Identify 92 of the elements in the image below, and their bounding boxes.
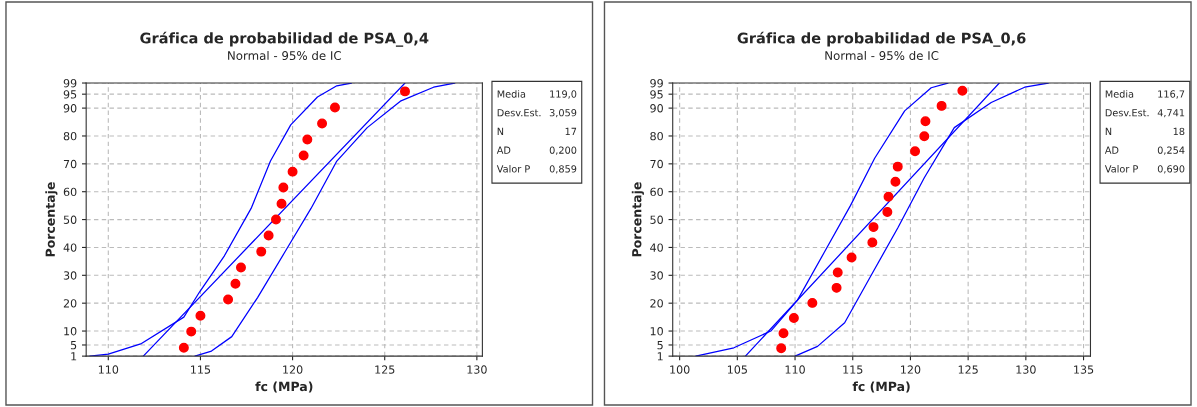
y-axis-title: Porcentaje (631, 182, 644, 257)
x-tick-label: 120 (901, 365, 921, 374)
y-tick-label: 5 (70, 341, 77, 350)
y-tick-label: 99 (650, 79, 663, 88)
y-tick-label: 1 (71, 352, 77, 361)
y-tick-label: 60 (63, 187, 77, 197)
x-tick-label: 110 (98, 365, 119, 374)
text: N 18 (1105, 127, 1185, 136)
point (400, 86, 410, 97)
y-tick-label: 99 (63, 79, 77, 88)
text: Media 119,0 (497, 90, 577, 99)
point (230, 278, 241, 289)
y-tick-label: 95 (650, 90, 663, 99)
x-tick-label: 125 (958, 365, 978, 374)
point (278, 182, 289, 193)
y-tick-label: 5 (657, 341, 663, 350)
point (890, 176, 901, 187)
y-tick-label: 70 (63, 159, 77, 169)
text: AD 0,200 (496, 146, 577, 155)
point (186, 326, 197, 337)
point (236, 262, 246, 273)
point (298, 150, 309, 161)
point (832, 267, 843, 278)
y-tick-label: 80 (650, 131, 663, 141)
x-tick-label: 110 (785, 365, 805, 374)
point (882, 207, 893, 218)
point (920, 116, 931, 127)
point (271, 214, 281, 225)
chart-title: Gráfica de probabilidad de PSA_0,4 (140, 31, 429, 47)
y-tick-label: 50 (63, 215, 77, 224)
y-tick-label: 70 (650, 159, 663, 169)
point (883, 191, 894, 202)
point (910, 146, 921, 157)
x-tick-label: 105 (727, 365, 747, 374)
y-tick-label: 95 (63, 90, 77, 99)
text: Media 116,7 (1105, 90, 1185, 99)
y-tick-label: 1 (657, 352, 663, 361)
x-axis-title: fc (MPa) (852, 381, 910, 393)
point (329, 102, 340, 113)
chart-subtitle: Normal - 95% de IC (228, 50, 341, 61)
x-tick-label: 130 (1016, 365, 1036, 374)
point (936, 100, 947, 111)
x-tick-label: 115 (843, 365, 863, 374)
x-tick-label: 125 (375, 365, 395, 374)
x-tick-label: 115 (191, 365, 211, 374)
y-tick-label: 80 (63, 131, 77, 141)
chart-title: Gráfica de probabilidad de PSA_0,6 (737, 31, 1026, 47)
text: N 17 (497, 127, 577, 135)
chart-subtitle: Normal - 95% de IC (825, 50, 939, 61)
point (302, 134, 313, 145)
point (317, 118, 328, 129)
text: Desv.Est. 3,059 (497, 109, 577, 118)
point (957, 85, 968, 96)
point (276, 198, 287, 209)
y-axis-title: Porcentaje (45, 182, 58, 257)
y-tick-label: 60 (650, 187, 663, 197)
x-tick-label: 135 (1074, 365, 1094, 374)
point (892, 161, 903, 172)
x-tick-label: 100 (670, 365, 690, 374)
text: AD 0,254 (1104, 146, 1185, 155)
point (195, 310, 206, 321)
text: Valor P 0,859 (496, 165, 577, 174)
x-tick-label: 130 (467, 365, 487, 374)
point (223, 294, 234, 305)
y-tick-label: 30 (63, 271, 77, 280)
point (778, 328, 789, 339)
y-tick-label: 90 (650, 104, 663, 113)
y-tick-label: 50 (650, 215, 663, 224)
y-tick-label: 30 (650, 271, 663, 280)
point (776, 343, 787, 354)
y-tick-label: 10 (64, 327, 77, 336)
y-tick-label: 10 (650, 327, 663, 336)
y-tick-label: 40 (650, 243, 663, 252)
point (867, 237, 878, 248)
point (868, 222, 879, 233)
point (788, 312, 799, 323)
text: Valor P 0,690 (1104, 165, 1185, 174)
point (256, 246, 267, 257)
y-tick-label: 40 (63, 243, 77, 252)
point (807, 297, 818, 308)
y-tick-label: 20 (650, 299, 663, 308)
x-tick-label: 120 (283, 365, 303, 374)
point (846, 252, 857, 263)
point (831, 282, 842, 293)
y-tick-label: 20 (63, 299, 77, 308)
point (287, 166, 298, 177)
x-axis-title: fc (MPa) (255, 381, 313, 393)
text: Desv.Est. 4,741 (1105, 109, 1185, 118)
point (919, 131, 930, 142)
y-tick-label: 90 (63, 104, 77, 113)
point (263, 230, 274, 241)
point (178, 342, 189, 353)
